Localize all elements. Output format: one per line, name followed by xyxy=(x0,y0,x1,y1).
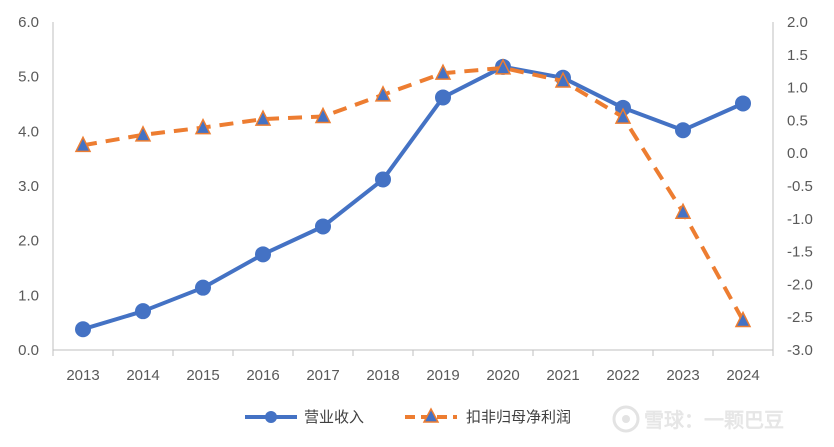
data-point xyxy=(434,63,452,80)
data-point xyxy=(375,171,391,188)
legend-label-profit: 扣非归母净利润 xyxy=(466,408,571,426)
data-point xyxy=(315,218,331,235)
data-point xyxy=(135,303,151,320)
right-tick-label: -3.0 xyxy=(787,342,813,359)
x-tick-label: 2015 xyxy=(186,367,219,384)
right-tick-label: 1.0 xyxy=(787,80,808,97)
right-tick-label: -0.5 xyxy=(787,178,813,195)
left-tick-label: 1.0 xyxy=(18,287,39,304)
data-point xyxy=(314,106,332,124)
x-tick-label: 2021 xyxy=(546,367,579,384)
data-point xyxy=(75,321,91,338)
data-point xyxy=(554,71,572,88)
x-tick-label: 2014 xyxy=(126,367,159,384)
watermark-text: 雪球：一颗巴豆 xyxy=(644,408,784,432)
right-tick-label: 1.5 xyxy=(787,47,808,64)
x-tick-label: 2018 xyxy=(366,367,399,384)
right-tick-label: 0.0 xyxy=(787,145,808,162)
data-point xyxy=(194,117,212,135)
x-tick-label: 2024 xyxy=(726,367,759,384)
data-point xyxy=(374,85,392,102)
x-tick-label: 2013 xyxy=(66,367,99,384)
data-point xyxy=(735,95,751,112)
x-tick-label: 2017 xyxy=(306,367,339,384)
right-tick-label: 0.5 xyxy=(787,112,808,129)
x-tick-label: 2020 xyxy=(486,367,519,384)
series-layer xyxy=(74,58,752,338)
data-point xyxy=(255,246,271,263)
data-point xyxy=(675,122,691,139)
x-tick-label: 2016 xyxy=(246,367,279,384)
left-tick-label: 6.0 xyxy=(18,14,39,31)
legend-item-revenue: 营业收入 xyxy=(245,408,364,426)
x-tick-label: 2022 xyxy=(606,367,639,384)
left-tick-label: 3.0 xyxy=(18,178,39,195)
left-tick-label: 5.0 xyxy=(18,69,39,86)
data-point xyxy=(494,58,512,75)
series-line-0 xyxy=(81,64,745,332)
legend-label-revenue: 营业收入 xyxy=(304,408,364,426)
data-point xyxy=(74,135,92,153)
data-point xyxy=(435,89,451,106)
x-axis: 2013 2014 2015 2016 2017 2018 2019 2020 2021 2022… xyxy=(52,349,774,384)
left-y-axis: 0.0 1.0 2.0 3.0 4.0 5.0 6.0 xyxy=(18,14,54,359)
right-tick-label: 2.0 xyxy=(787,14,808,31)
right-tick-label: -1.5 xyxy=(787,244,813,261)
data-point xyxy=(195,279,211,296)
legend: 营业收入 扣非归母净利润 xyxy=(245,407,571,426)
snowball-logo-icon xyxy=(612,405,640,433)
left-tick-label: 0.0 xyxy=(18,342,39,359)
series-line-1 xyxy=(82,65,745,322)
data-point xyxy=(674,202,692,219)
data-point xyxy=(254,109,272,126)
watermark: 雪球：一颗巴豆 xyxy=(612,405,784,433)
data-point xyxy=(614,107,632,124)
data-point xyxy=(734,310,752,328)
right-y-axis: -3.0 -2.5 -2.0 -1.5 -1.0 -0.5 0.0 0.5 1.0 1.5 2.0 xyxy=(772,14,813,359)
x-tick-label: 2019 xyxy=(426,367,459,384)
x-tick-label: 2023 xyxy=(666,367,699,384)
right-tick-label: -1.0 xyxy=(787,211,813,228)
right-tick-label: -2.5 xyxy=(787,309,813,326)
right-tick-label: -2.0 xyxy=(787,276,813,293)
data-point xyxy=(134,125,152,142)
legend-item-profit: 扣非归母净利润 xyxy=(405,407,571,426)
left-tick-label: 2.0 xyxy=(18,233,39,250)
left-tick-label: 4.0 xyxy=(18,123,39,140)
